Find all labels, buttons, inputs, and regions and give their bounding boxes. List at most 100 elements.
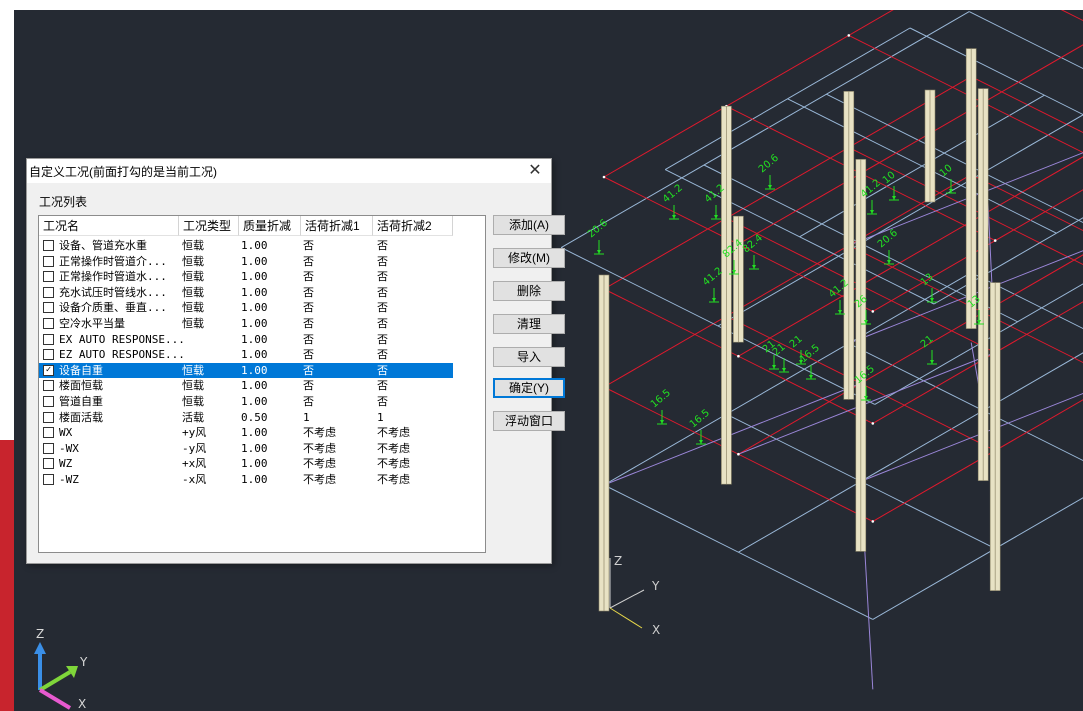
node-dot [871, 310, 875, 313]
cell-type: 恒载 [182, 395, 204, 408]
ucs-axis-label: X [78, 697, 86, 711]
cell-live1: 否 [303, 239, 314, 252]
clear-button[interactable]: 清理 [493, 314, 565, 334]
list-item[interactable]: -WX -y风 1.00 不考虑 不考虑 [39, 441, 453, 456]
row-checkbox[interactable] [43, 396, 54, 407]
column-header[interactable]: 工况名 [39, 216, 179, 236]
row-checkbox[interactable] [43, 255, 54, 267]
row-checkbox[interactable] [43, 333, 54, 345]
cell-name: WZ [59, 457, 73, 471]
column-header[interactable]: 工况类型 [179, 216, 239, 236]
list-item[interactable]: 管道自重 恒载 1.00 否 否 [39, 394, 453, 409]
cell-mass: 1.00 [241, 426, 268, 440]
row-checkbox[interactable] [43, 349, 54, 361]
beam-line [872, 189, 1083, 312]
cell-name: 楼面恒载 [59, 379, 103, 393]
add-button[interactable]: 添加(A) [493, 215, 565, 235]
list-item[interactable]: 空冷水平当量 恒载 1.00 否 否 [39, 316, 453, 331]
row-checkbox[interactable] [43, 286, 54, 298]
row-checkbox[interactable] [43, 458, 54, 470]
cell-type: -y风 [182, 441, 207, 455]
cell-live2: 不考虑 [377, 457, 410, 471]
cell-live1: 否 [303, 317, 314, 330]
ucs-icon-main: Z Y X [34, 627, 88, 711]
load-arrow-head [712, 298, 716, 302]
list-item[interactable]: -WZ -x风 1.00 不考虑 不考虑 [39, 472, 453, 487]
row-checkbox[interactable] [43, 427, 54, 439]
cell-live2: 否 [377, 301, 388, 315]
list-item[interactable]: 正常操作时管道介... 恒载 1.00 否 否 [39, 254, 453, 269]
load-arrow-head [870, 210, 874, 214]
cell-mass: 1.00 [241, 473, 268, 486]
float-button[interactable]: 浮动窗口 [493, 411, 565, 431]
cell-name: 充水试压时管线水... [59, 285, 167, 299]
cell-name: EX AUTO RESPONSE... [59, 332, 185, 346]
modify-button[interactable]: 修改(M) [493, 248, 565, 268]
cell-live1: 否 [303, 348, 314, 362]
row-checkbox[interactable] [43, 240, 54, 251]
close-icon[interactable]: ✕ [528, 162, 542, 179]
list-item[interactable]: 楼面恒载 恒载 1.00 否 否 [39, 378, 453, 393]
cell-name: EZ AUTO RESPONSE... [59, 348, 185, 362]
row-checkbox[interactable] [43, 302, 54, 314]
grid-line [970, 272, 1083, 330]
side-panel-edge [0, 440, 14, 711]
row-checkbox[interactable] [43, 271, 54, 283]
list-item[interactable]: WX +y风 1.00 不考虑 不考虑 [39, 425, 453, 440]
load-case-list[interactable]: 工况名 工况类型 质量折减 活荷折减1 活荷折减2 设备、管道充水重 恒载 1.00 否否正常… [38, 215, 486, 553]
cell-live1: 不考虑 [303, 473, 336, 486]
cell-type: 恒载 [182, 317, 204, 330]
list-item[interactable]: 设备介质重、垂直... 恒载 1.00 否 否 [39, 300, 453, 315]
beam-line [738, 254, 1083, 455]
model-axis-label: X [652, 623, 660, 637]
cell-type: 恒载 [182, 285, 204, 299]
list-item[interactable]: 楼面活载 活载 0.50 1 1 [39, 410, 453, 425]
ok-button[interactable]: 确定(Y) [493, 378, 565, 398]
node-dot [602, 175, 606, 179]
load-arrow-head [714, 215, 718, 219]
import-button[interactable]: 导入 [493, 347, 565, 367]
list-item[interactable]: 设备、管道充水重 恒载 1.00 否 否 [39, 238, 453, 253]
cell-type: 恒载 [182, 254, 204, 268]
cell-name: 设备介质重、垂直... [59, 301, 167, 315]
custom-load-case-dialog: 自定义工况(前面打勾的是当前工况) ✕ 工况列表 工况名 工况类型 质量折减 活荷折减… [26, 158, 565, 564]
cell-type: 恒载 [182, 379, 204, 393]
delete-button[interactable]: 删除 [493, 281, 565, 301]
cell-mass: 1.00 [241, 379, 268, 393]
row-checkbox[interactable]: ✓ [43, 364, 54, 376]
beam-line [603, 10, 894, 178]
node-dot [871, 520, 875, 523]
column-header[interactable]: 活荷折减2 [373, 216, 453, 236]
cell-type: 恒载 [182, 239, 204, 252]
row-checkbox[interactable] [43, 380, 54, 392]
list-item[interactable]: ✓ 设备自重 恒载 1.00 否 否 [39, 362, 453, 378]
dialog-title: 自定义工况(前面打勾的是当前工况) [29, 165, 217, 179]
grid-line [874, 283, 1083, 405]
cell-type: +x风 [182, 457, 207, 471]
cell-mass: 1.00 [241, 317, 268, 330]
row-checkbox[interactable] [43, 474, 54, 485]
cell-type: 恒载 [182, 270, 204, 284]
grid-line [717, 114, 1083, 327]
load-arrow-head [672, 215, 676, 219]
cell-type: 恒载 [182, 301, 204, 315]
cell-mass: 1.00 [241, 457, 268, 471]
dialog-titlebar[interactable]: 自定义工况(前面打勾的是当前工况) ✕ [27, 159, 551, 183]
cell-live2: 否 [377, 270, 388, 284]
load-arrow-head [732, 270, 736, 274]
row-checkbox[interactable] [43, 442, 54, 454]
ucs-axis-label: Z [36, 627, 44, 641]
cell-name: 正常操作时管道水... [59, 270, 167, 284]
brace-line [603, 382, 861, 486]
list-item[interactable]: EZ AUTO RESPONSE... 1.00 否 否 [39, 347, 453, 362]
row-checkbox[interactable] [43, 411, 54, 423]
row-checkbox[interactable] [43, 318, 54, 329]
list-item[interactable]: EX AUTO RESPONSE... 1.00 否 否 [39, 332, 453, 347]
list-item[interactable]: 正常操作时管道水... 恒载 1.00 否 否 [39, 269, 453, 284]
column-header[interactable]: 活荷折减1 [301, 216, 373, 236]
node-dot [847, 34, 851, 37]
column-header[interactable]: 质量折减 [239, 216, 301, 236]
list-item[interactable]: 充水试压时管线水... 恒载 1.00 否 否 [39, 285, 453, 300]
cell-live2: 否 [377, 363, 388, 377]
list-item[interactable]: WZ +x风 1.00 不考虑 不考虑 [39, 456, 453, 471]
